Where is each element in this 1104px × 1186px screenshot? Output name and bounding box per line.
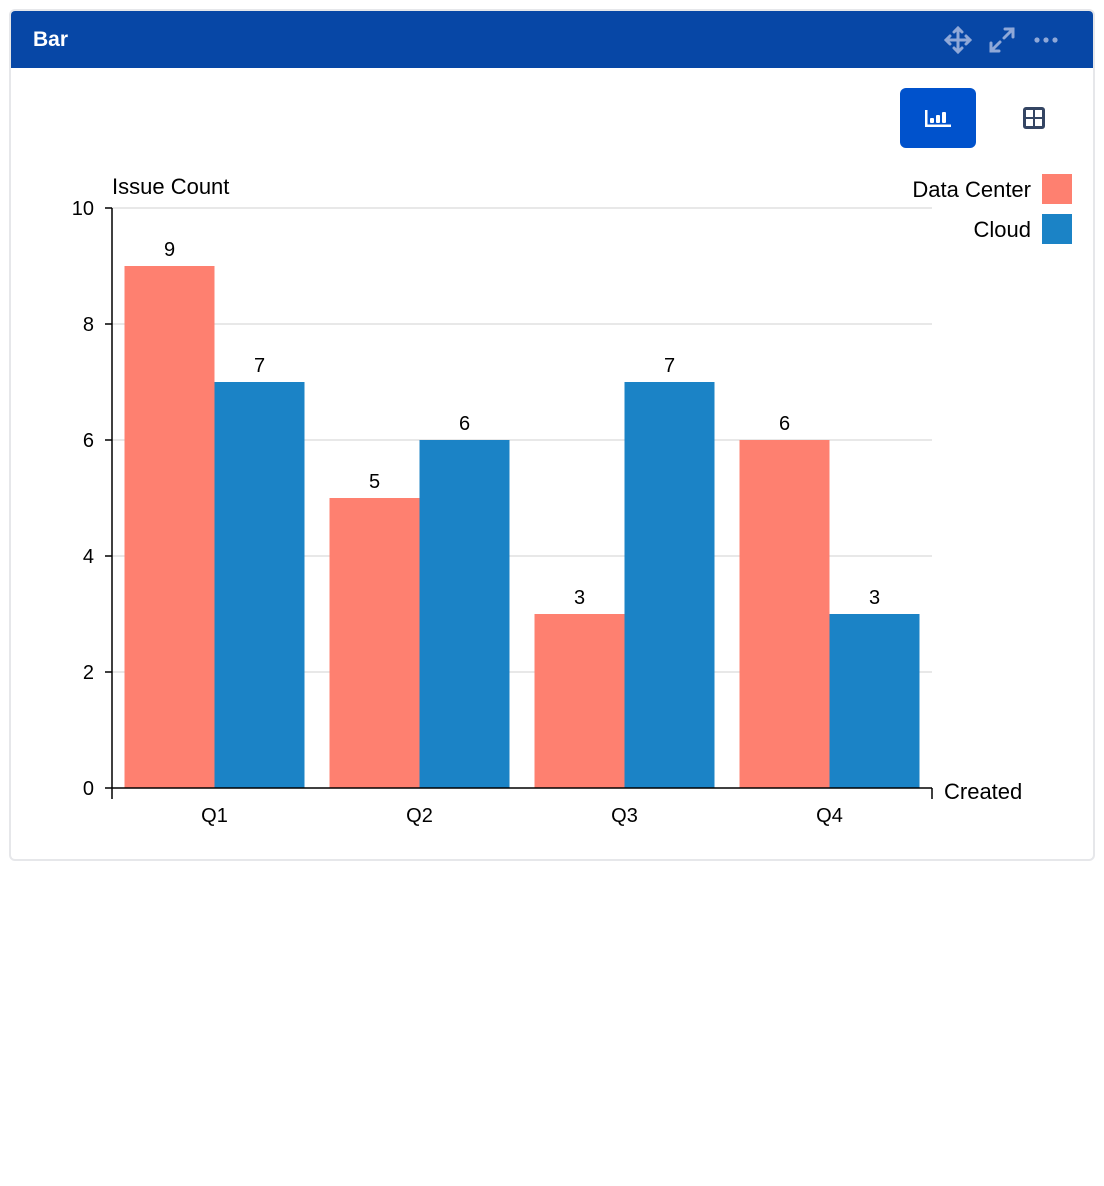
bar [214,382,305,788]
y-axis-label: Issue Count [112,174,229,199]
data-label: 6 [779,413,790,435]
x-tick-label: Q1 [201,805,228,827]
bar [329,498,420,788]
bar-chart-icon [925,110,951,127]
x-tick-label: Q2 [406,805,433,827]
legend-swatch [1042,174,1072,204]
data-label: 5 [369,471,380,493]
data-label: 6 [459,413,470,435]
data-label: 3 [869,587,880,609]
move-icon[interactable] [943,25,973,55]
x-tick-label: Q4 [816,805,843,827]
bar [829,614,920,788]
bar [124,266,215,788]
legend-label: Cloud [974,217,1031,242]
chart-view-button[interactable] [900,88,976,148]
data-label: 7 [254,355,265,377]
y-tick-label: 2 [83,662,94,684]
y-tick-label: 4 [83,546,94,568]
legend-label: Data Center [912,177,1031,202]
card-header: Bar [11,11,1093,68]
data-label: 7 [664,355,675,377]
bar [419,440,510,788]
bar [739,440,830,788]
bar-chart: 0 2 4 6 8 10 9 7 Q1 5 6 Q2 3 7 Q3 6 3 Q4 Issue Count Create… [72,174,1072,827]
y-tick-label: 10 [72,198,94,220]
data-label: 9 [164,239,175,261]
y-tick-label: 8 [83,314,94,336]
table-grid-icon [1023,107,1045,129]
x-axis-label: Created [944,779,1022,804]
y-tick-label: 6 [83,430,94,452]
bar [624,382,715,788]
table-view-button[interactable] [996,88,1072,148]
legend-swatch [1042,214,1072,244]
x-tick-label: Q3 [611,805,638,827]
card-title: Bar [33,28,69,51]
bar [534,614,625,788]
data-label: 3 [574,587,585,609]
y-tick-label: 0 [83,778,94,800]
expand-icon[interactable] [987,25,1017,55]
more-icon[interactable] [1031,25,1061,55]
